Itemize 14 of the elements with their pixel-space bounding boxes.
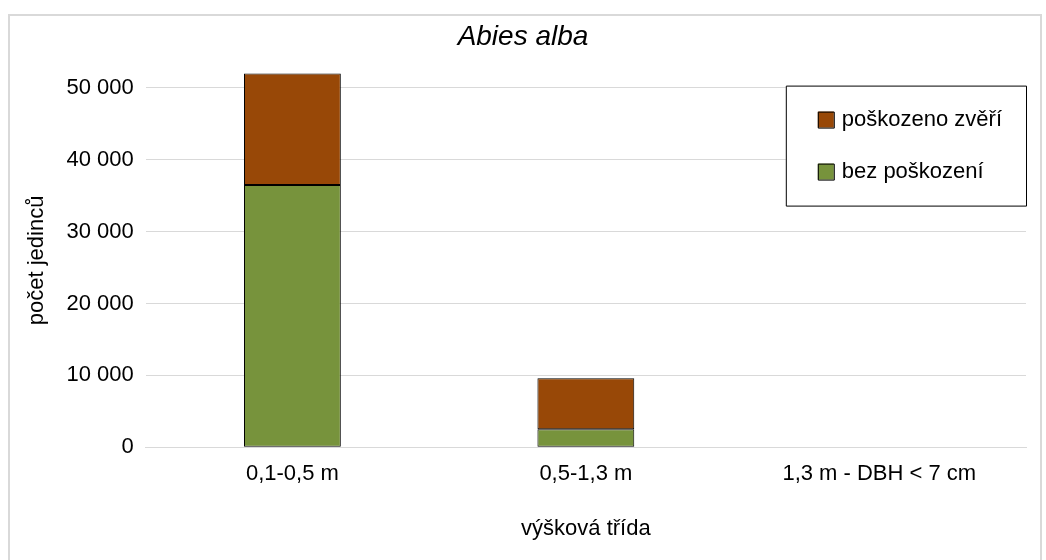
y-tick-label: 20 000 <box>66 289 134 315</box>
x-tick-label: 0,1-0,5 m <box>245 460 339 486</box>
y-tick-label: 0 <box>121 433 134 459</box>
chart-title: Abies alba <box>455 19 589 51</box>
y-tick-label: 10 000 <box>66 361 134 387</box>
x-tick-label: 0,5-1,3 m <box>539 460 633 486</box>
x-tick-label: 1,3 m - DBH < 7 cm <box>782 460 977 486</box>
legend-label: poškozeno zvěří <box>841 105 1002 131</box>
legend-label: bez poškození <box>841 157 984 183</box>
y-tick-label: 30 000 <box>66 217 134 243</box>
y-axis-title: počet jedinců <box>23 195 49 326</box>
y-tick-label: 50 000 <box>66 74 134 100</box>
y-tick-label: 40 000 <box>66 145 134 171</box>
x-axis-title: výšková třída <box>521 514 652 540</box>
